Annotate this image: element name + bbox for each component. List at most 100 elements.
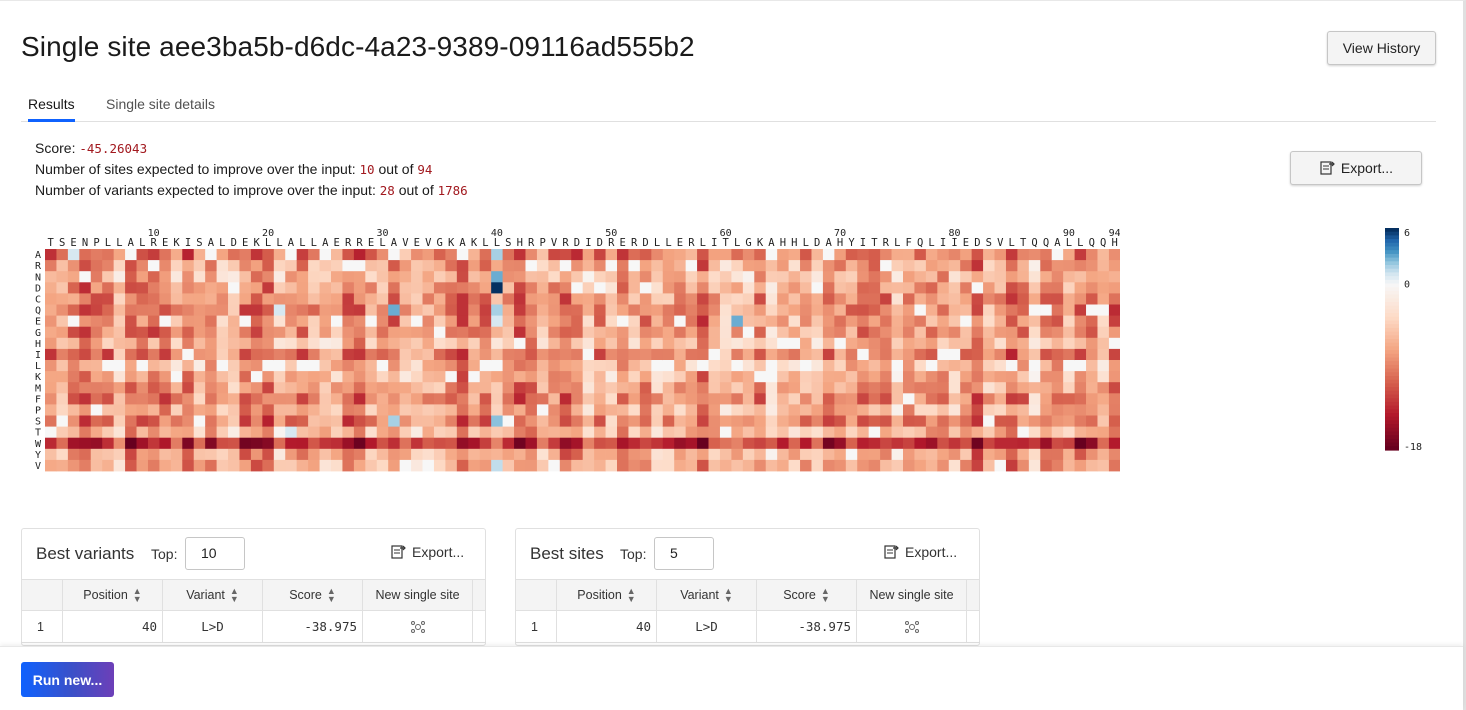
- heatmap-cell[interactable]: [914, 371, 927, 383]
- heatmap-cell[interactable]: [777, 326, 789, 339]
- heatmap-cell[interactable]: [880, 260, 892, 272]
- heatmap-cell[interactable]: [159, 371, 172, 383]
- heatmap-cell[interactable]: [136, 348, 149, 361]
- heatmap-cell[interactable]: [697, 404, 709, 416]
- heatmap-cell[interactable]: [193, 249, 206, 261]
- heatmap-cell[interactable]: [342, 260, 355, 272]
- heatmap-cell[interactable]: [617, 282, 629, 294]
- heatmap-cell[interactable]: [960, 293, 973, 305]
- heatmap-cell[interactable]: [765, 382, 778, 394]
- heatmap-cell[interactable]: [411, 393, 423, 405]
- heatmap-cell[interactable]: [353, 437, 366, 450]
- heatmap-cell[interactable]: [536, 459, 549, 472]
- heatmap-cell[interactable]: [994, 282, 1007, 294]
- heatmap-cell[interactable]: [113, 437, 126, 450]
- heatmap-cell[interactable]: [1108, 404, 1120, 416]
- heatmap-cell[interactable]: [250, 382, 263, 394]
- heatmap-cell[interactable]: [205, 426, 217, 439]
- heatmap-cell[interactable]: [937, 271, 950, 283]
- heatmap-cell[interactable]: [147, 382, 160, 394]
- heatmap-cell[interactable]: [525, 348, 538, 361]
- heatmap-cell[interactable]: [1108, 348, 1120, 361]
- heatmap-cell[interactable]: [296, 404, 309, 416]
- heatmap-cell[interactable]: [536, 348, 549, 361]
- heatmap-cell[interactable]: [182, 304, 195, 317]
- column-header-variant[interactable]: Variant ▲ ▼: [657, 580, 757, 610]
- heatmap-cell[interactable]: [983, 260, 995, 272]
- heatmap-cell[interactable]: [159, 404, 172, 416]
- heatmap-cell[interactable]: [639, 315, 652, 328]
- heatmap-cell[interactable]: [765, 437, 778, 450]
- heatmap-cell[interactable]: [411, 448, 423, 461]
- heatmap-cell[interactable]: [239, 371, 252, 383]
- heatmap-cell[interactable]: [697, 371, 709, 383]
- heatmap-cell[interactable]: [674, 371, 687, 383]
- heatmap-cell[interactable]: [1108, 293, 1120, 305]
- heatmap-cell[interactable]: [594, 315, 606, 328]
- heatmap-cell[interactable]: [514, 326, 526, 339]
- heatmap-cell[interactable]: [548, 459, 561, 472]
- heatmap-cell[interactable]: [525, 382, 538, 394]
- heatmap-cell[interactable]: [67, 371, 80, 383]
- heatmap-cell[interactable]: [136, 249, 149, 261]
- heatmap-cell[interactable]: [491, 437, 503, 450]
- heatmap-cell[interactable]: [159, 282, 172, 294]
- heatmap-cell[interactable]: [1005, 437, 1018, 450]
- heatmap-cell[interactable]: [674, 271, 687, 283]
- heatmap-cell[interactable]: [331, 426, 343, 439]
- heatmap-cell[interactable]: [582, 404, 595, 416]
- heatmap-cell[interactable]: [399, 348, 412, 361]
- heatmap-cell[interactable]: [376, 282, 389, 294]
- heatmap-cell[interactable]: [113, 271, 126, 283]
- heatmap-cell[interactable]: [147, 271, 160, 283]
- heatmap-cell[interactable]: [845, 282, 858, 294]
- heatmap-cell[interactable]: [1097, 326, 1110, 339]
- heatmap-cell[interactable]: [1063, 426, 1075, 439]
- heatmap-cell[interactable]: [365, 337, 378, 350]
- heatmap-cell[interactable]: [685, 282, 698, 294]
- heatmap-cell[interactable]: [1028, 337, 1041, 350]
- heatmap-cell[interactable]: [90, 459, 103, 472]
- heatmap-cell[interactable]: [239, 249, 252, 261]
- heatmap-cell[interactable]: [559, 337, 572, 350]
- heatmap-cell[interactable]: [811, 348, 824, 361]
- heatmap-cell[interactable]: [971, 404, 984, 416]
- heatmap-cell[interactable]: [113, 282, 126, 294]
- heatmap-cell[interactable]: [239, 293, 252, 305]
- heatmap-cell[interactable]: [205, 348, 217, 361]
- heatmap-cell[interactable]: [536, 337, 549, 350]
- heatmap-cell[interactable]: [239, 360, 252, 372]
- heatmap-cell[interactable]: [811, 271, 824, 283]
- heatmap-cell[interactable]: [67, 415, 80, 428]
- heatmap-cell[interactable]: [674, 415, 687, 428]
- heatmap-cell[interactable]: [388, 415, 401, 428]
- heatmap-cell[interactable]: [456, 360, 469, 372]
- heatmap-cell[interactable]: [891, 348, 904, 361]
- heatmap-cell[interactable]: [159, 271, 172, 283]
- heatmap-cell[interactable]: [777, 415, 789, 428]
- heatmap-cell[interactable]: [1005, 315, 1018, 328]
- heatmap-cell[interactable]: [79, 271, 92, 283]
- heatmap-cell[interactable]: [662, 315, 675, 328]
- heatmap-cell[interactable]: [971, 304, 984, 317]
- heatmap-cell[interactable]: [285, 382, 298, 394]
- heatmap-cell[interactable]: [960, 448, 973, 461]
- heatmap-cell[interactable]: [1017, 459, 1030, 472]
- heatmap-cell[interactable]: [182, 326, 195, 339]
- heatmap-cell[interactable]: [868, 315, 881, 328]
- heatmap-cell[interactable]: [1074, 459, 1087, 472]
- heatmap-cell[interactable]: [102, 459, 115, 472]
- heatmap-cell[interactable]: [319, 415, 332, 428]
- heatmap-cell[interactable]: [445, 415, 458, 428]
- heatmap-cell[interactable]: [1017, 304, 1030, 317]
- heatmap-cell[interactable]: [1005, 404, 1018, 416]
- heatmap-cell[interactable]: [56, 293, 69, 305]
- heatmap-cell[interactable]: [1086, 382, 1098, 394]
- heatmap-cell[interactable]: [147, 304, 160, 317]
- heatmap-cell[interactable]: [628, 315, 641, 328]
- heatmap-cell[interactable]: [937, 348, 950, 361]
- heatmap-cell[interactable]: [754, 348, 767, 361]
- heatmap-cell[interactable]: [811, 293, 824, 305]
- heatmap-cell[interactable]: [445, 337, 458, 350]
- heatmap-cell[interactable]: [79, 404, 92, 416]
